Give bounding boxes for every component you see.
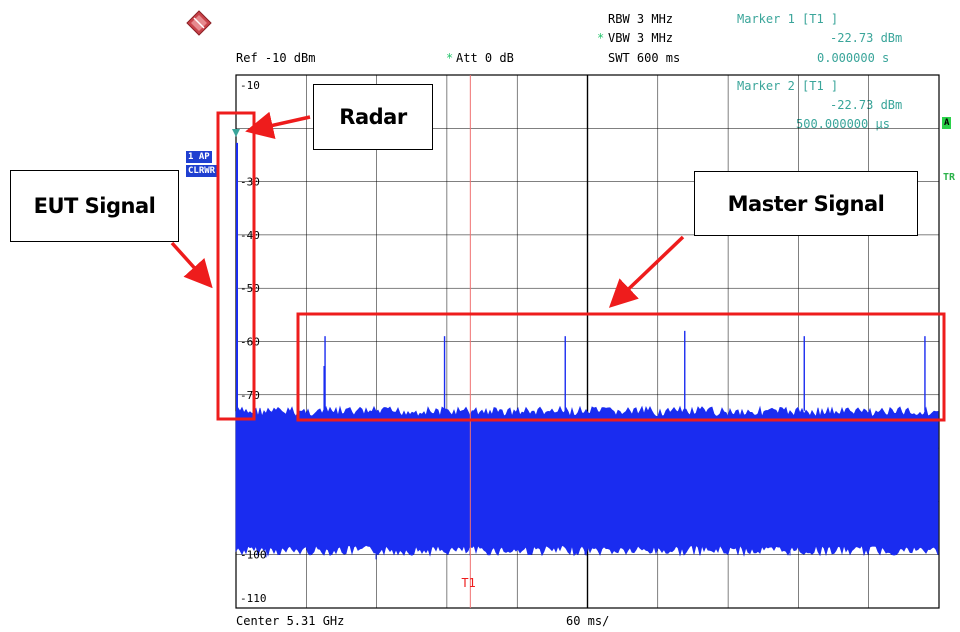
marker-t1-label: T1 <box>461 576 475 590</box>
rohde-schwarz-logo <box>186 10 212 36</box>
marker-1-label: Marker 1 [T1 ] <box>737 12 839 26</box>
eut-arrow <box>170 241 213 289</box>
radar-callout: Radar <box>313 84 433 150</box>
att-star: * <box>446 51 454 65</box>
eut-signal <box>232 129 240 411</box>
marker-1-level: -22.73 dBm <box>830 31 903 45</box>
vbw-label: VBW 3 MHz <box>608 31 674 45</box>
y-tick-label: -100 <box>240 549 267 562</box>
marker-1-time: 0.000000 s <box>817 51 890 65</box>
marker-t1: T1 <box>461 75 476 608</box>
master-arrow <box>608 235 685 308</box>
noise-floor-band <box>235 405 939 560</box>
vbw-star: * <box>597 31 605 45</box>
marker-2-time: 500.000000 µs <box>796 117 890 131</box>
master-signal-callout: Master Signal <box>694 171 918 236</box>
eut-signal-callout: EUT Signal <box>10 170 179 242</box>
y-tick-label: -70 <box>240 389 260 402</box>
logo-diamond-icon <box>186 10 212 36</box>
rbw-label: RBW 3 MHz <box>608 12 674 26</box>
center-frequency: Center 5.31 GHz <box>236 614 345 628</box>
time-per-division: 60 ms/ <box>566 614 610 628</box>
annotations <box>170 111 946 422</box>
eut-highlight-box <box>216 111 256 421</box>
y-tick-label: -110 <box>240 592 267 605</box>
y-tick-label: -30 <box>240 176 260 189</box>
attenuation: Att 0 dB <box>456 51 514 65</box>
y-tick-label: -50 <box>240 282 260 295</box>
clear-write-badge: CLRWR <box>186 165 218 177</box>
ref-level: Ref -10 dBm <box>236 51 316 65</box>
swt-label: SWT 600 ms <box>608 51 681 65</box>
noise-floor <box>235 405 939 557</box>
right-status-badge: A <box>942 117 952 129</box>
right-status-text: TR <box>943 172 956 183</box>
y-tick-label: -40 <box>240 229 260 242</box>
radar-arrow <box>245 111 311 140</box>
y-tick-label: -10 <box>240 79 260 92</box>
marker-2-label: Marker 2 [T1 ] <box>737 79 839 93</box>
marker-2-level: -22.73 dBm <box>830 98 903 112</box>
master-pulses <box>323 330 926 411</box>
y-tick-label: -60 <box>240 336 260 349</box>
master-highlight-box <box>296 312 946 422</box>
trace-mode-badge: 1 AP <box>186 151 212 163</box>
marker-1-triangle-icon <box>232 129 240 137</box>
